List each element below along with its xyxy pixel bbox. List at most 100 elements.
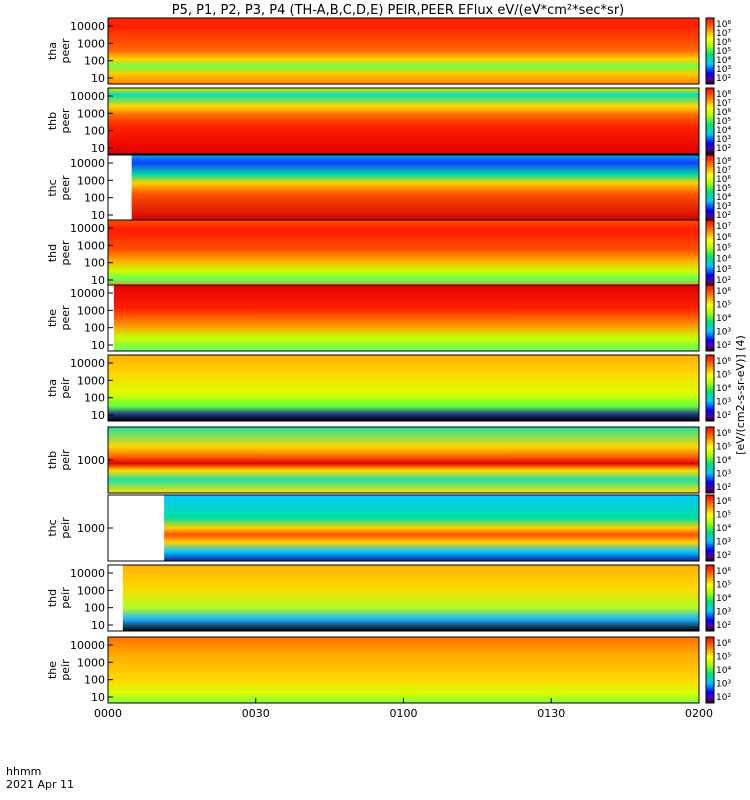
colorbar-tick-label: 10³ <box>716 608 731 618</box>
colorbar-tick-label: 10⁶ <box>716 357 731 367</box>
colorbar-tick-label: 10³ <box>716 65 731 75</box>
y-tick-label: 10000 <box>70 567 105 580</box>
colorbar-tick-label: 10² <box>716 341 731 351</box>
colorbar-tick-label: 10⁴ <box>716 314 731 324</box>
spectrogram-image <box>131 155 699 221</box>
colorbar <box>705 426 715 494</box>
y-tick-label: 10 <box>91 72 105 85</box>
y-axis-label: thdpeer <box>46 240 72 266</box>
colorbar-tick-label: 10⁴ <box>716 193 731 203</box>
panel-thc-peer: thcpeer 10000 1000 100 10 10⁸10⁷10⁶10⁵10⁴10³1… <box>46 154 731 222</box>
colorbar-tick-label: 10³ <box>716 202 731 212</box>
spectrogram-image <box>108 220 699 286</box>
colorbar-tick-label: 10⁵ <box>716 184 731 194</box>
y-axis-label: thapeir <box>46 377 72 399</box>
colorbar-tick-label: 10⁶ <box>716 38 731 48</box>
y-axis-label-probe: thd <box>46 589 59 607</box>
plot-frame <box>107 17 700 85</box>
y-tick-label: 1000 <box>77 584 105 597</box>
colorbar <box>705 284 715 352</box>
x-tick-label: 0130 <box>537 707 565 720</box>
colorbar-tick-label: 10³ <box>716 538 731 548</box>
colorbar <box>705 354 715 422</box>
colorbar <box>705 219 715 287</box>
colorbar-tick-label: 10² <box>716 483 731 493</box>
y-axis-label-probe: thc <box>46 179 59 196</box>
colorbar-tick-label: 10³ <box>716 680 731 690</box>
y-axis-label-instrument: peer <box>59 38 72 64</box>
colorbar-tick-label: 10² <box>716 211 731 221</box>
y-tick-label: 10000 <box>70 20 105 33</box>
colorbar-tick-label: 10⁷ <box>716 166 731 176</box>
y-axis-label-instrument: peer <box>59 108 72 134</box>
y-tick-label: 1000 <box>77 656 105 669</box>
y-axis-label-probe: thd <box>46 244 59 262</box>
colorbar-tick-label: 10⁴ <box>716 666 731 676</box>
y-tick-label: 10 <box>91 619 105 632</box>
y-tick-label: 1000 <box>77 304 105 317</box>
colorbar-tick-label: 10⁶ <box>716 497 731 507</box>
y-axis-label-probe: the <box>46 661 59 679</box>
colorbar-tick-label: 10³ <box>716 265 731 275</box>
plot-frame <box>107 87 700 155</box>
spectrogram-image <box>108 18 699 84</box>
y-tick-label: 100 <box>84 257 105 270</box>
spectrogram-image <box>108 427 699 493</box>
colorbar-tick-label: 10³ <box>716 135 731 145</box>
colorbar-tick-label: 10⁵ <box>716 301 731 311</box>
spectrogram-image <box>122 565 699 631</box>
y-tick-label: 10 <box>91 142 105 155</box>
y-axis-label: thepeir <box>46 659 72 681</box>
y-axis-label: thbpeir <box>46 449 72 471</box>
y-tick-label: 100 <box>84 674 105 687</box>
colorbar-tick-label: 10⁴ <box>716 524 731 534</box>
y-axis-label-instrument: peir <box>59 449 72 471</box>
plot-frame <box>107 284 700 352</box>
panel-tha-peer: thapeer 10000 1000 100 10 10⁸10⁷10⁶10⁵10⁴10³1… <box>46 17 731 85</box>
y-axis-label-instrument: peir <box>59 659 72 681</box>
colorbar-tick-label: 10² <box>716 621 731 631</box>
colorbar-tick-label: 10⁸ <box>716 90 731 100</box>
y-axis-label-probe: thc <box>46 519 59 536</box>
y-tick-label: 100 <box>84 322 105 335</box>
y-tick-label: 1000 <box>77 374 105 387</box>
y-tick-label: 100 <box>84 55 105 68</box>
y-tick-label: 1000 <box>77 522 105 535</box>
colorbar-tick-label: 10² <box>716 276 731 286</box>
y-axis-label: thepeer <box>46 305 72 331</box>
y-axis-label-instrument: peer <box>59 240 72 266</box>
y-axis-label-instrument: peer <box>59 175 72 201</box>
y-tick-label: 10 <box>91 409 105 422</box>
colorbar <box>705 17 715 85</box>
colorbar-tick-label: 10⁶ <box>716 287 731 297</box>
colorbar-tick-label: 10² <box>716 693 731 703</box>
colorbar-tick-label: 10⁵ <box>716 47 731 57</box>
colorbar <box>705 154 715 222</box>
colorbar-tick-label: 10⁷ <box>716 99 731 109</box>
y-axis-label-instrument: peir <box>59 517 72 539</box>
colorbar-tick-label: 10⁷ <box>716 29 731 39</box>
colorbar-tick-label: 10⁷ <box>716 222 731 232</box>
chart-title: P5, P1, P2, P3, P4 (TH-A,B,C,D,E) PEIR,P… <box>172 3 625 18</box>
y-tick-label: 10 <box>91 339 105 352</box>
y-tick-label: 1000 <box>77 454 105 467</box>
colorbar-tick-label: 10⁶ <box>716 639 731 649</box>
y-axis-label-probe: thb <box>46 451 59 469</box>
y-tick-label: 10000 <box>70 639 105 652</box>
y-axis-label: thcpeer <box>46 175 72 201</box>
spectrogram-image <box>108 637 699 703</box>
colorbar-tick-label: 10⁵ <box>716 511 731 521</box>
y-axis-label-instrument: peir <box>59 587 72 609</box>
y-tick-label: 10000 <box>70 157 105 170</box>
panel-the-peer: thepeer 10000 1000 100 10 10⁶ 10⁵ 10⁴ 10³ 10² <box>46 284 731 352</box>
colorbar-tick-label: 10⁸ <box>716 157 731 167</box>
colorbar-tick-label: 10⁴ <box>716 594 731 604</box>
y-axis-label-instrument: peir <box>59 377 72 399</box>
colorbar <box>705 636 715 704</box>
colorbar-tick-label: 10⁸ <box>716 20 731 30</box>
colorbar-tick-label: 10⁵ <box>716 443 731 453</box>
y-tick-label: 100 <box>84 125 105 138</box>
spectrogram-image <box>108 88 699 154</box>
spectrogram-image <box>108 355 699 421</box>
panels: thapeer1000010001001010⁸10⁷10⁶10⁵10⁴10³1… <box>46 17 731 720</box>
